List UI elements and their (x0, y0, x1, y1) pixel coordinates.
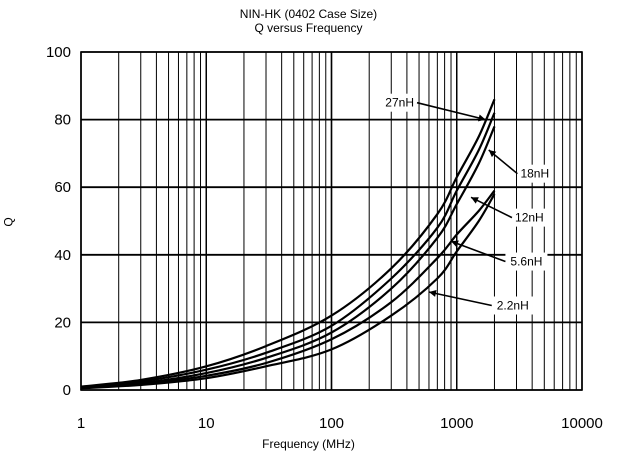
annotation-box (382, 93, 418, 112)
arrowhead (428, 290, 437, 297)
series-line-18nH (80, 112, 496, 389)
y-tick-label: 100 (46, 44, 71, 61)
x-tick-label: 1 (77, 415, 85, 432)
x-tick-label: 10000 (561, 415, 603, 432)
x-tick-label: 100 (319, 415, 344, 432)
y-tick-label: 80 (54, 112, 71, 129)
arrowhead (488, 150, 497, 158)
arrowhead (471, 197, 479, 204)
y-tick-label: 40 (54, 247, 71, 264)
chart-title: NIN-HK (0402 Case Size) (239, 7, 378, 21)
arrowhead (477, 114, 486, 122)
annotation-label: 18nH (520, 167, 549, 181)
annotation-box (505, 252, 548, 271)
series-line-27nH (80, 98, 496, 388)
x-tick-label: 10 (198, 415, 215, 432)
y-tick-labels: 0 20 40 60 80 100 (46, 44, 71, 399)
x-tick-label: 1000 (440, 415, 473, 432)
plot-border (80, 51, 583, 391)
annotation-label: 27nH (385, 96, 414, 110)
annotation-arrow (416, 101, 486, 121)
annotations-layer: 27nH 18nH 12nH 5.6nH 2.2nH (382, 93, 553, 315)
annotation-arrow (428, 291, 492, 307)
y-tick-label: 20 (54, 314, 71, 331)
arrowhead (451, 240, 459, 248)
series-line-2.2nH (80, 193, 496, 390)
annotation-label: 12nH (515, 211, 544, 225)
annotation-box (491, 296, 534, 315)
annotation-box (517, 164, 553, 183)
x-axis-label: Frequency (MHz) (262, 437, 355, 451)
plot-frame (80, 51, 583, 391)
y-tick-label: 60 (54, 179, 71, 196)
x-tick-labels: 1 10 100 1000 10000 (77, 415, 603, 432)
chart-subtitle: Q versus Frequency (254, 21, 363, 35)
annotation-box (511, 208, 547, 227)
series-layer (80, 98, 496, 390)
annotation-label: 5.6nH (510, 255, 542, 269)
series-line-5.6nH (80, 189, 496, 390)
annotation-label: 2.2nH (497, 299, 529, 313)
annotation-arrow (450, 240, 506, 263)
annotation-arrow (470, 196, 513, 219)
series-line-12nH (80, 125, 496, 389)
y-tick-label: 0 (63, 382, 71, 399)
